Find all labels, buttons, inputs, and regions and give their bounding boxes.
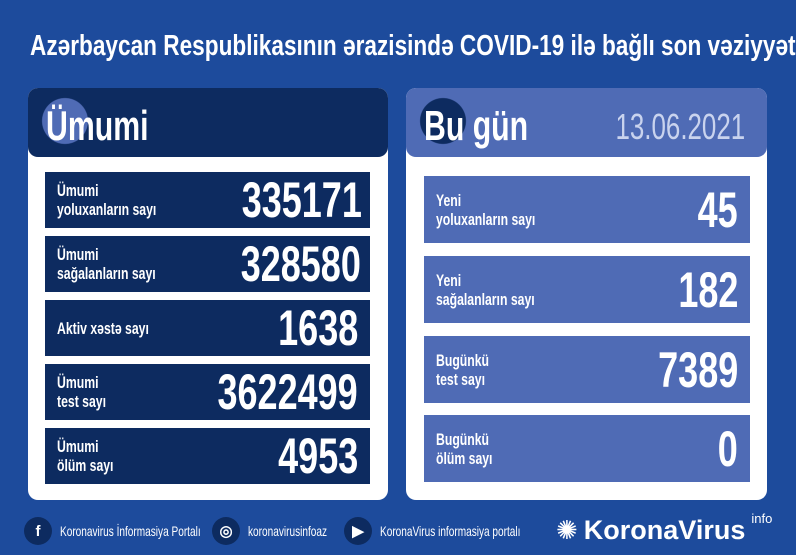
facebook-link[interactable]: f Koronavirus İnformasiya Portalı xyxy=(24,517,201,545)
total-heading: Ümumi xyxy=(46,102,149,149)
stat-row-new-infected: Yeni yoluxanların sayı 45 xyxy=(424,176,750,243)
total-panel: Ümumi Ümumi yoluxanların sayı 335171 Ümumi… xyxy=(28,88,388,500)
page-title: Azərbaycan Respublikasının ərazisində CO… xyxy=(30,30,796,62)
today-panel: Bu gün 13.06.2021 Yeni yoluxanların sayı 4… xyxy=(406,88,767,500)
stat-row-total-deaths: Ümumi ölüm sayı 4953 xyxy=(45,428,370,484)
today-header: Bu gün 13.06.2021 xyxy=(406,88,767,157)
total-header: Ümumi xyxy=(28,88,388,157)
virus-icon xyxy=(36,92,94,150)
koronavirus-logo: ✺ KoronaVirus info xyxy=(556,511,773,545)
footer: f Koronavirus İnformasiya Portalı ◎ korona… xyxy=(0,505,796,555)
stat-row-total-infected: Ümumi yoluxanların sayı 335171 xyxy=(45,172,370,228)
stat-row-today-tests: Bugünkü test sayı 7389 xyxy=(424,336,750,403)
youtube-link[interactable]: ▶ KoronaVirus informasiya portalı xyxy=(344,517,520,545)
stat-row-active: Aktiv xəstə sayı 1638 xyxy=(45,300,370,356)
facebook-icon: f xyxy=(24,517,52,545)
stat-row-total-tests: Ümumi test sayı 3622499 xyxy=(45,364,370,420)
stat-row-total-recovered: Ümumi sağalanların sayı 328580 xyxy=(45,236,370,292)
virus-icon xyxy=(414,92,472,150)
sun-virus-icon: ✺ xyxy=(556,515,578,545)
date: 13.06.2021 xyxy=(615,106,745,147)
instagram-icon: ◎ xyxy=(212,517,240,545)
stat-row-new-recovered: Yeni sağalanların sayı 182 xyxy=(424,256,750,323)
stat-row-today-deaths: Bugünkü ölüm sayı 0 xyxy=(424,415,750,482)
instagram-link[interactable]: ◎ koronavirusinfoaz xyxy=(212,517,328,545)
youtube-icon: ▶ xyxy=(344,517,372,545)
today-heading: Bu gün xyxy=(424,102,529,149)
